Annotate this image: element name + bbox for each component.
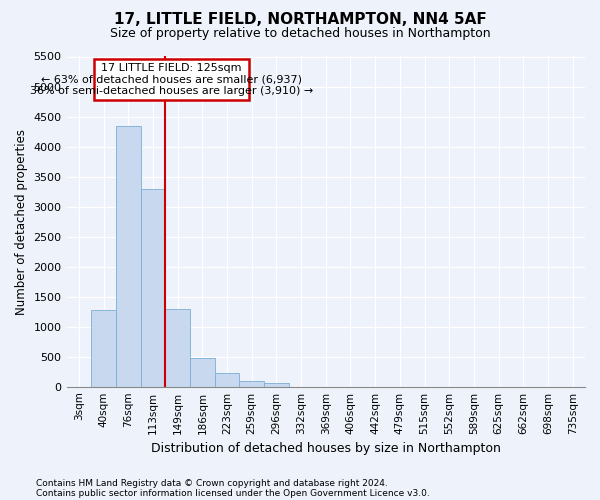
Bar xyxy=(116,126,140,386)
Bar xyxy=(91,310,116,386)
Text: ← 63% of detached houses are smaller (6,937): ← 63% of detached houses are smaller (6,… xyxy=(41,74,302,85)
Text: Size of property relative to detached houses in Northampton: Size of property relative to detached ho… xyxy=(110,28,490,40)
Text: Contains public sector information licensed under the Open Government Licence v3: Contains public sector information licen… xyxy=(36,488,430,498)
Bar xyxy=(190,358,215,386)
Bar xyxy=(140,188,165,386)
Text: 36% of semi-detached houses are larger (3,910) →: 36% of semi-detached houses are larger (… xyxy=(30,86,313,96)
Bar xyxy=(165,308,190,386)
Y-axis label: Number of detached properties: Number of detached properties xyxy=(15,128,28,314)
Bar xyxy=(264,383,289,386)
Bar xyxy=(239,382,264,386)
Text: 17, LITTLE FIELD, NORTHAMPTON, NN4 5AF: 17, LITTLE FIELD, NORTHAMPTON, NN4 5AF xyxy=(113,12,487,28)
X-axis label: Distribution of detached houses by size in Northampton: Distribution of detached houses by size … xyxy=(151,442,501,455)
Text: Contains HM Land Registry data © Crown copyright and database right 2024.: Contains HM Land Registry data © Crown c… xyxy=(36,478,388,488)
Text: 17 LITTLE FIELD: 125sqm: 17 LITTLE FIELD: 125sqm xyxy=(101,63,242,73)
Bar xyxy=(215,372,239,386)
FancyBboxPatch shape xyxy=(94,59,249,100)
